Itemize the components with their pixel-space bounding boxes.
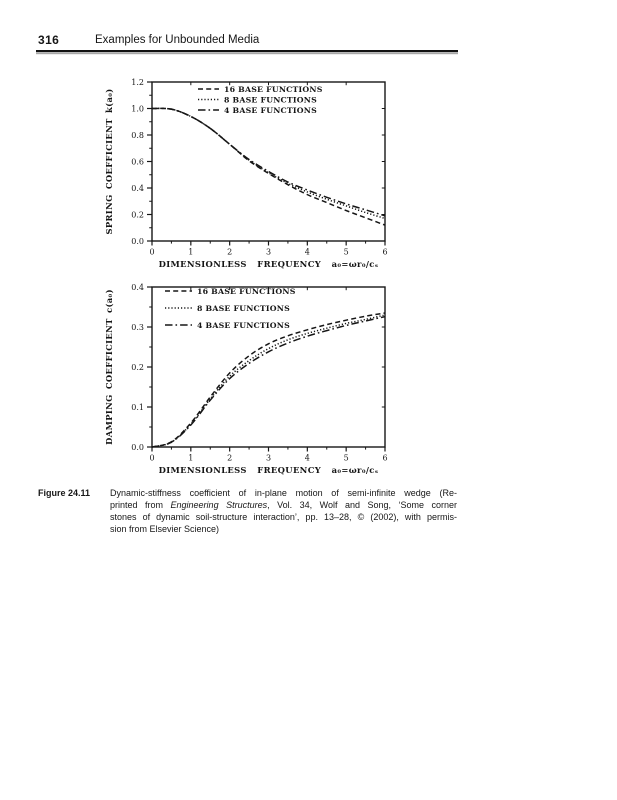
y-tick-label: 0.4 bbox=[131, 283, 144, 292]
x-tick-label: 0 bbox=[149, 454, 154, 463]
y-tick-label: 0.0 bbox=[131, 237, 144, 246]
spring-coefficient-chart: 0 1 2 3 4 5 6 0.0 0.2 0.4 0.6 0.8 1.0 1.2 DIMENSIONLES… bbox=[95, 72, 415, 272]
caption-line: stones of dynamic soil-structure interac… bbox=[110, 512, 457, 522]
x-tick-label: 6 bbox=[382, 454, 387, 463]
caption-line: Dynamic-stiffness coefficient of in-plan… bbox=[110, 488, 457, 498]
series-curve bbox=[151, 315, 386, 448]
figure-caption-label: Figure 24.11 bbox=[38, 488, 91, 498]
legend-label: 16 BASE FUNCTIONS bbox=[224, 85, 323, 94]
page-number: 316 bbox=[38, 33, 60, 47]
y-tick-label: 0.6 bbox=[131, 157, 144, 166]
x-tick-label: 1 bbox=[188, 248, 193, 257]
y-tick-label: 1.2 bbox=[131, 78, 144, 87]
page-header: 316 Examples for Unbounded Media bbox=[0, 33, 617, 50]
x-tick-label: 6 bbox=[382, 248, 387, 257]
x-axis-label: DIMENSIONLESS FREQUENCY a₀=ωr₀/cₛ bbox=[159, 259, 379, 269]
x-tick-label: 2 bbox=[227, 248, 232, 257]
legend-label: 4 BASE FUNCTIONS bbox=[197, 321, 290, 330]
y-tick-label: 0.0 bbox=[131, 443, 144, 452]
x-tick-label: 3 bbox=[266, 454, 271, 463]
y-tick-label: 0.2 bbox=[131, 363, 144, 372]
caption-line: printed from Engineering Structures, Vol… bbox=[110, 500, 458, 510]
x-tick-label: 2 bbox=[227, 454, 232, 463]
x-tick-label: 0 bbox=[149, 248, 154, 257]
y-tick-label: 0.4 bbox=[131, 184, 144, 193]
series-curve bbox=[151, 107, 386, 217]
x-tick-label: 5 bbox=[344, 248, 349, 257]
y-tick-label: 1.0 bbox=[131, 104, 144, 113]
x-axis-label: DIMENSIONLESS FREQUENCY a₀=ωr₀/cₛ bbox=[159, 465, 379, 475]
y-tick-label: 0.1 bbox=[131, 403, 144, 412]
y-axis-label: DAMPING COEFFICIENT c(a₀) bbox=[104, 289, 114, 445]
damping-coefficient-chart: 0 1 2 3 4 5 6 0.0 0.1 0.2 0.3 0.4 DIMENSIONLESS FREQ… bbox=[95, 277, 415, 477]
series-curve bbox=[151, 312, 386, 448]
header-rule bbox=[36, 50, 458, 53]
running-title: Examples for Unbounded Media bbox=[95, 33, 260, 46]
legend-label: 16 BASE FUNCTIONS bbox=[197, 287, 296, 296]
series-curve bbox=[151, 107, 386, 226]
y-tick-label: 0.8 bbox=[131, 131, 144, 140]
x-tick-label: 5 bbox=[344, 454, 349, 463]
figure-caption-text: Dynamic-stiffness coefficient of in-plan… bbox=[110, 487, 457, 535]
y-axis-label: SPRING COEFFICIENT k(a₀) bbox=[104, 88, 114, 234]
series-curve bbox=[151, 107, 386, 220]
legend-label: 8 BASE FUNCTIONS bbox=[224, 95, 317, 104]
x-tick-label: 1 bbox=[188, 454, 193, 463]
x-tick-label: 4 bbox=[305, 454, 310, 463]
y-tick-label: 0.3 bbox=[131, 323, 144, 332]
caption-line: sion from Elsevier Science) bbox=[110, 524, 220, 534]
legend-label: 4 BASE FUNCTIONS bbox=[224, 106, 317, 115]
x-tick-label: 4 bbox=[305, 248, 310, 257]
legend-label: 8 BASE FUNCTIONS bbox=[197, 304, 290, 313]
x-tick-label: 3 bbox=[266, 248, 271, 257]
y-tick-label: 0.2 bbox=[131, 210, 144, 219]
